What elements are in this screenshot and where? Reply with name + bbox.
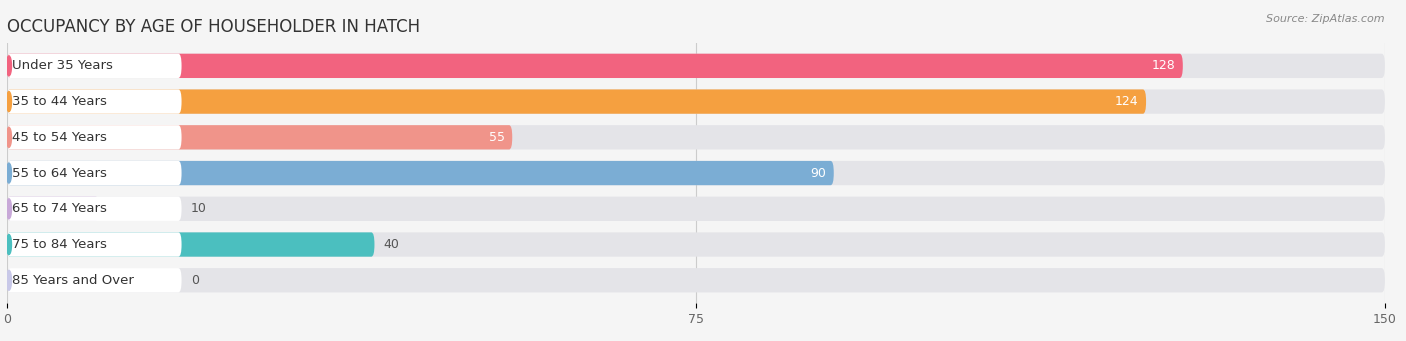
Circle shape [7, 56, 11, 76]
Text: 75 to 84 Years: 75 to 84 Years [11, 238, 107, 251]
Text: 124: 124 [1115, 95, 1139, 108]
FancyBboxPatch shape [7, 161, 834, 185]
Text: 40: 40 [384, 238, 399, 251]
FancyBboxPatch shape [7, 232, 374, 257]
Text: 55: 55 [489, 131, 505, 144]
FancyBboxPatch shape [7, 232, 181, 257]
FancyBboxPatch shape [7, 197, 1385, 221]
Circle shape [7, 199, 11, 219]
FancyBboxPatch shape [7, 268, 181, 293]
Text: 10: 10 [191, 202, 207, 215]
FancyBboxPatch shape [7, 232, 1385, 257]
FancyBboxPatch shape [7, 161, 1385, 185]
FancyBboxPatch shape [7, 197, 181, 221]
Text: Source: ZipAtlas.com: Source: ZipAtlas.com [1267, 14, 1385, 24]
Text: 35 to 44 Years: 35 to 44 Years [11, 95, 107, 108]
FancyBboxPatch shape [7, 125, 181, 149]
FancyBboxPatch shape [7, 89, 181, 114]
Circle shape [7, 92, 11, 112]
Circle shape [7, 235, 11, 254]
Circle shape [7, 163, 11, 183]
FancyBboxPatch shape [7, 161, 181, 185]
FancyBboxPatch shape [7, 54, 1182, 78]
FancyBboxPatch shape [7, 268, 1385, 293]
Text: 90: 90 [810, 166, 827, 180]
Text: 0: 0 [191, 274, 198, 287]
FancyBboxPatch shape [7, 89, 1146, 114]
FancyBboxPatch shape [7, 89, 1385, 114]
Text: 55 to 64 Years: 55 to 64 Years [11, 166, 107, 180]
Text: Under 35 Years: Under 35 Years [11, 59, 112, 72]
FancyBboxPatch shape [7, 125, 512, 149]
FancyBboxPatch shape [7, 54, 181, 78]
FancyBboxPatch shape [7, 125, 1385, 149]
Text: 65 to 74 Years: 65 to 74 Years [11, 202, 107, 215]
Circle shape [7, 127, 11, 147]
FancyBboxPatch shape [7, 54, 1385, 78]
Circle shape [7, 270, 11, 290]
Text: OCCUPANCY BY AGE OF HOUSEHOLDER IN HATCH: OCCUPANCY BY AGE OF HOUSEHOLDER IN HATCH [7, 17, 420, 35]
Text: 128: 128 [1152, 59, 1175, 72]
Text: 45 to 54 Years: 45 to 54 Years [11, 131, 107, 144]
FancyBboxPatch shape [7, 197, 98, 221]
Text: 85 Years and Over: 85 Years and Over [11, 274, 134, 287]
